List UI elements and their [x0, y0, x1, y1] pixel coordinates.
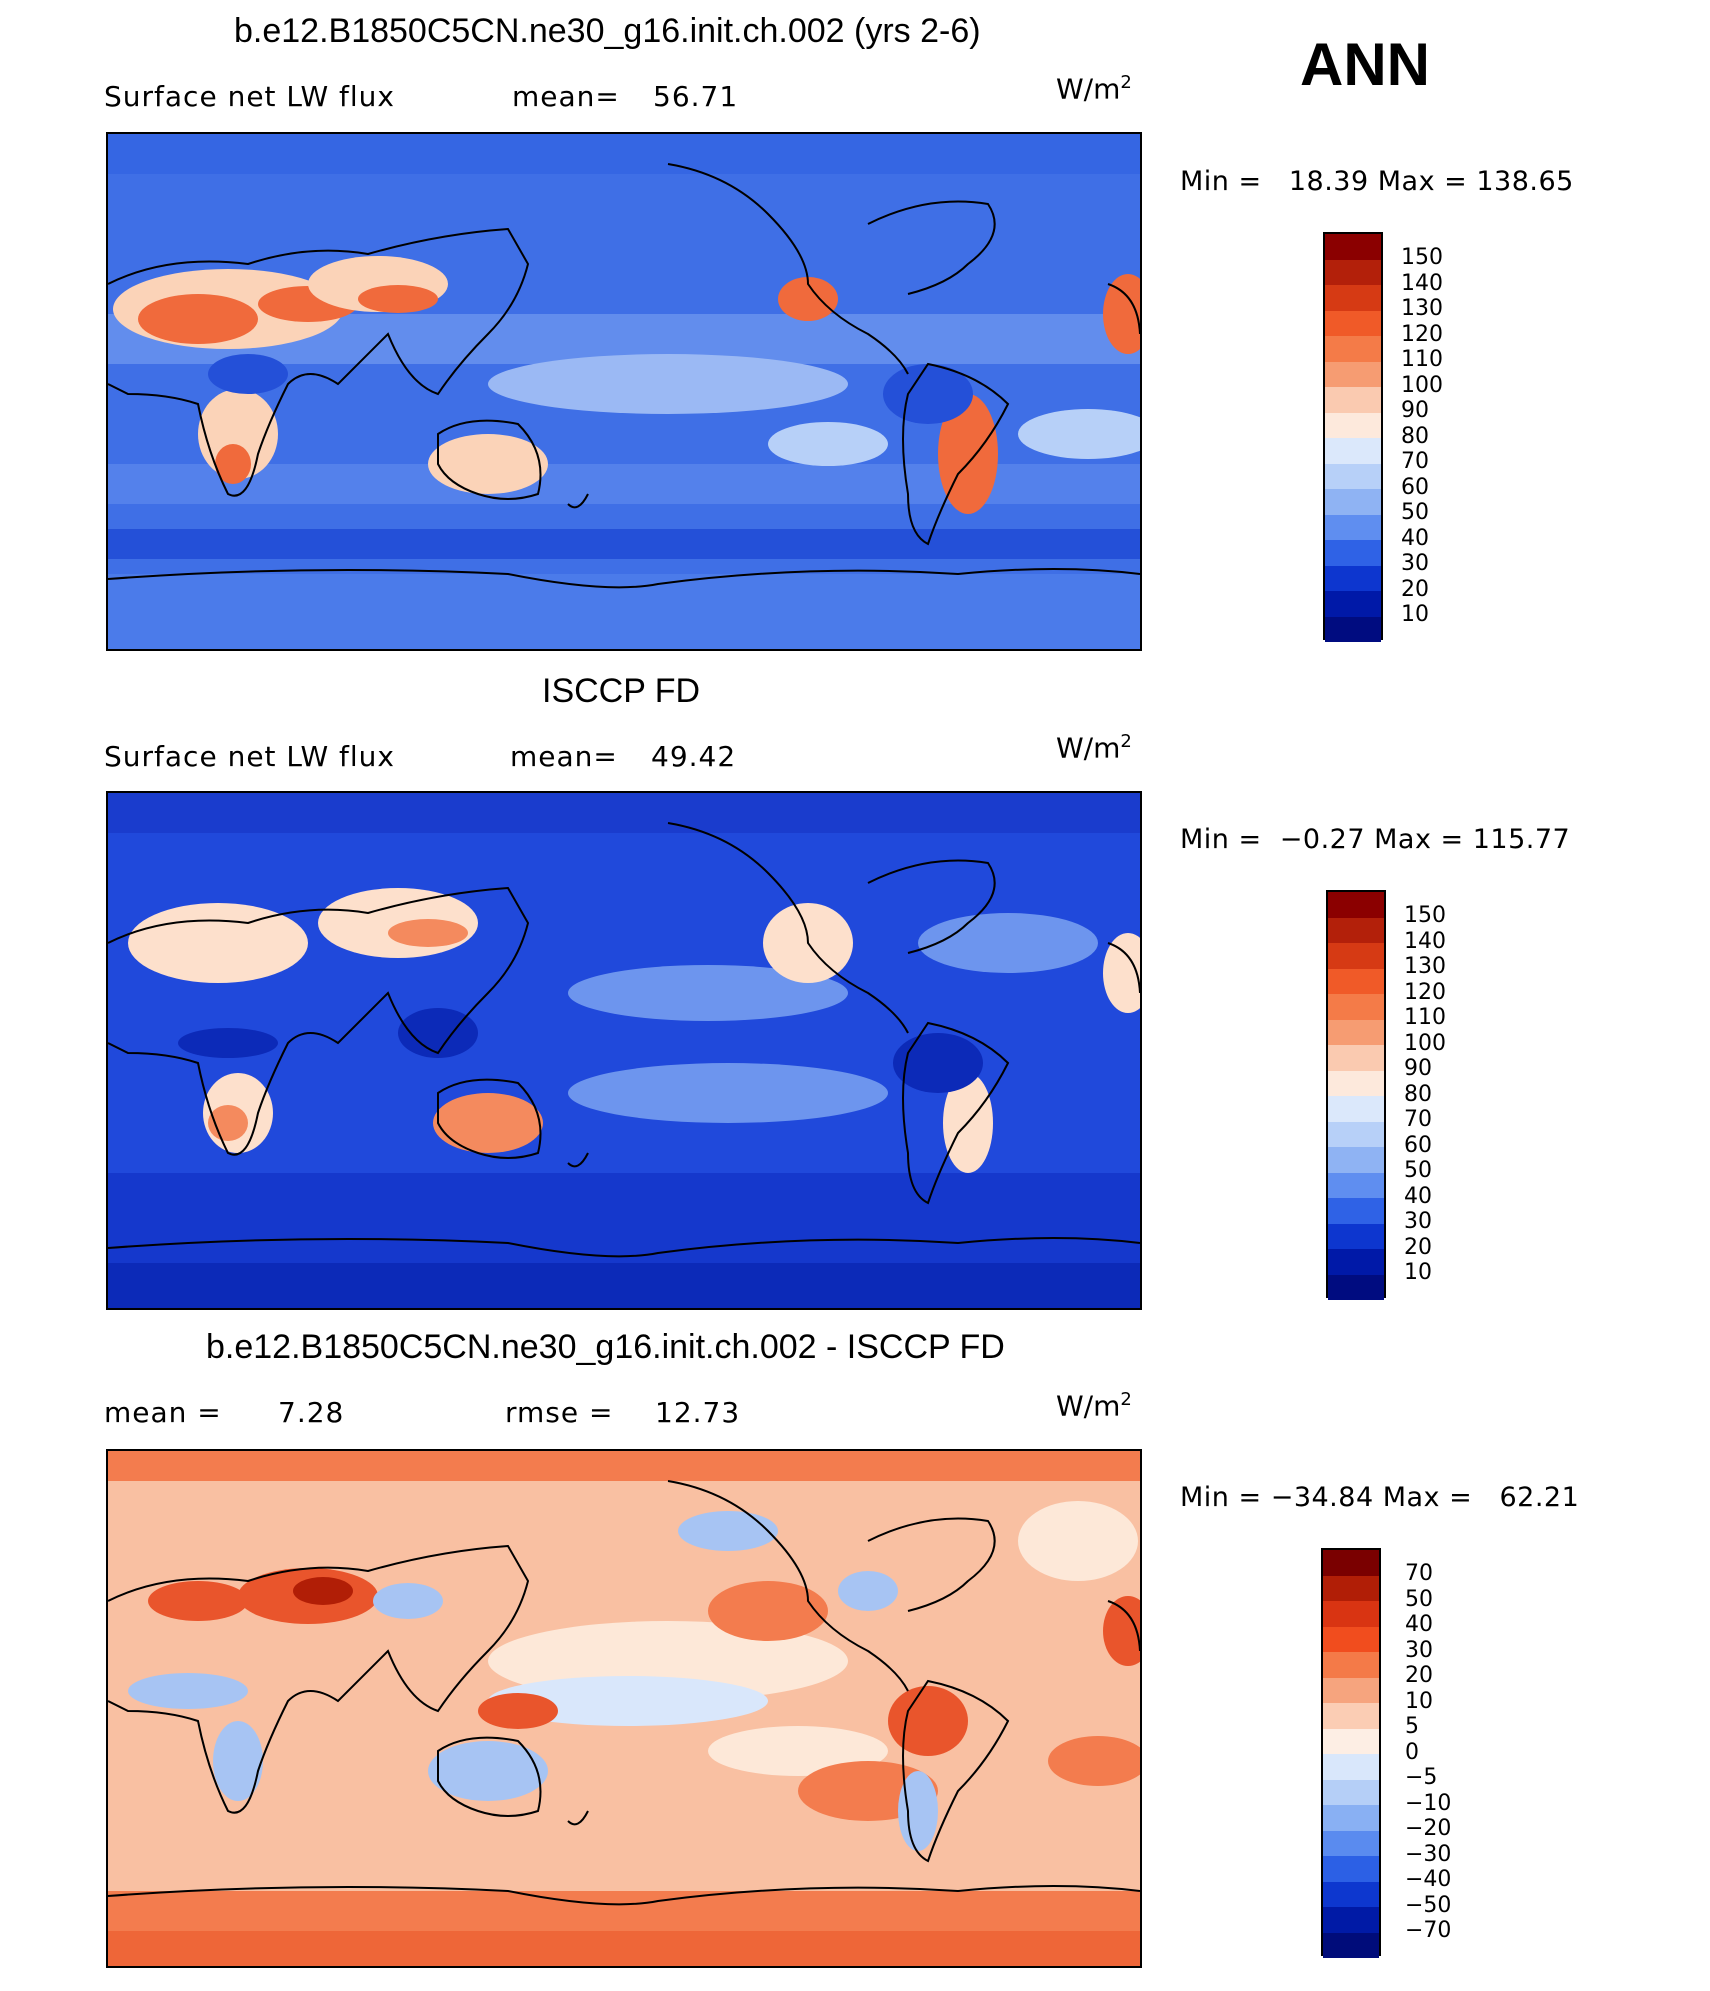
panel-1-map: [106, 132, 1142, 651]
panel-1-colorbar-label: 120: [1401, 321, 1443, 347]
panel-3-colorbar-label: 5: [1405, 1714, 1419, 1739]
panel-1-colorbar-label: 90: [1401, 398, 1429, 423]
panel-2-colorbar-label: 20: [1404, 1234, 1432, 1260]
panel-1-colorbar-label: 30: [1401, 551, 1429, 576]
panel-3-colorbar-label: 0: [1405, 1739, 1419, 1765]
panel-2-colorbar-label: 90: [1404, 1056, 1432, 1081]
panel-1-colorbar-label: 60: [1401, 474, 1429, 500]
panel-1-colorbar-label: 110: [1401, 347, 1443, 372]
panel-1-colorbar-label: 70: [1401, 449, 1429, 474]
panel-1-colorbar-label: 20: [1401, 576, 1429, 602]
panel-2-colorbar-label: 80: [1404, 1081, 1432, 1107]
panel-1-minmax: Min = 18.39 Max = 138.65: [1180, 166, 1574, 197]
panel-2-colorbar-label: 30: [1404, 1209, 1432, 1234]
panel-3-colorbar-label: −10: [1405, 1790, 1452, 1816]
panel-3-colorbar-label: −70: [1405, 1918, 1452, 1943]
season-label: ANN: [1300, 31, 1430, 98]
panel-1-colorbar-scale: [1323, 232, 1383, 642]
panel-1-colorbar: 150 140 130 120 110 100 90 80 70 60 50 4…: [1323, 232, 1483, 642]
panel-1-colorbar-label: 10: [1401, 602, 1429, 627]
panel-1-title: b.e12.B1850C5CN.ne30_g16.init.ch.002 (yr…: [234, 12, 981, 50]
panel-2-colorbar-label: 10: [1404, 1260, 1432, 1285]
panel-3-rmse-label: rmse =: [505, 1396, 614, 1429]
panel-2-colorbar-label: 150: [1404, 903, 1446, 928]
panel-3-colorbar-label: −20: [1405, 1816, 1452, 1841]
panel-3-colorbar: 70 50 40 30 20 10 5 0 −5 −10 −20 −30 −40…: [1321, 1548, 1481, 1958]
panel-3-colorbar-scale: [1321, 1548, 1381, 1958]
panel-1-mean-label: mean=: [512, 80, 620, 113]
panel-3-colorbar-label: 20: [1405, 1663, 1433, 1688]
panel-3-colorbar-label: 50: [1405, 1586, 1433, 1612]
panel-2-colorbar-label: 140: [1404, 928, 1446, 954]
panel-1-colorbar-label: 150: [1401, 245, 1443, 270]
panel-2-units: W/m2: [1056, 731, 1132, 765]
panel-3-rmse-value: 12.73: [655, 1396, 741, 1429]
panel-3-colorbar-label: −5: [1405, 1765, 1438, 1790]
panel-2-colorbar-label: 70: [1404, 1107, 1432, 1132]
panel-2-variable-label: Surface net LW flux: [104, 740, 395, 773]
panel-2-colorbar-label: 110: [1404, 1005, 1446, 1030]
panel-2-colorbar-label: 120: [1404, 979, 1446, 1005]
panel-1-colorbar-label: 50: [1401, 500, 1429, 525]
panel-3-colorbar-label: 70: [1405, 1561, 1433, 1586]
panel-2-colorbar-scale: [1326, 890, 1386, 1300]
panel-2-colorbar-label: 40: [1404, 1183, 1432, 1209]
panel-1-units: W/m2: [1056, 72, 1132, 106]
panel-2-title: ISCCP FD: [542, 672, 701, 710]
panel-3-mean-value: 7.28: [278, 1396, 345, 1429]
panel-3-mean-label: mean =: [104, 1396, 222, 1429]
panel-3-units: W/m2: [1056, 1389, 1132, 1423]
panel-2-mean-value: 49.42: [651, 740, 737, 773]
panel-1-variable-label: Surface net LW flux: [104, 80, 395, 113]
panel-3-map: [106, 1449, 1142, 1968]
panel-2-colorbar: 150 140 130 120 110 100 90 80 70 60 50 4…: [1326, 890, 1486, 1300]
panel-1-colorbar-label: 130: [1401, 296, 1443, 321]
panel-3-colorbar-label: −50: [1405, 1892, 1452, 1918]
panel-1-colorbar-label: 140: [1401, 270, 1443, 296]
panel-2-minmax: Min = −0.27 Max = 115.77: [1180, 824, 1571, 855]
panel-2-colorbar-label: 60: [1404, 1132, 1432, 1158]
panel-2-map: [106, 791, 1142, 1310]
panel-3-colorbar-label: 40: [1405, 1612, 1433, 1637]
panel-2-colorbar-label: 50: [1404, 1158, 1432, 1183]
panel-3-title: b.e12.B1850C5CN.ne30_g16.init.ch.002 - I…: [206, 1328, 1005, 1366]
panel-2-colorbar-label: 100: [1404, 1030, 1446, 1056]
panel-3-colorbar-label: −30: [1405, 1841, 1452, 1867]
panel-2-colorbar-label: 130: [1404, 954, 1446, 979]
panel-1-colorbar-label: 100: [1401, 372, 1443, 398]
panel-3-minmax: Min = −34.84 Max = 62.21: [1180, 1482, 1580, 1513]
panel-1-colorbar-label: 80: [1401, 423, 1429, 449]
panel-3-colorbar-label: −40: [1405, 1867, 1452, 1892]
panel-1-mean-value: 56.71: [653, 80, 739, 113]
panel-3-colorbar-label: 30: [1405, 1637, 1433, 1663]
panel-1-colorbar-label: 40: [1401, 525, 1429, 551]
panel-2-mean-label: mean=: [510, 740, 618, 773]
panel-3-colorbar-label: 10: [1405, 1688, 1433, 1714]
